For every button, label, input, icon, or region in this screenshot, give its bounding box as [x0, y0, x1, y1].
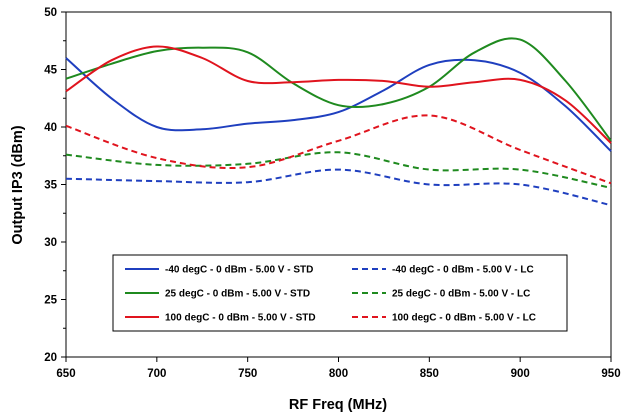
series-line-4: [65, 151, 612, 189]
y-tick-label: 40: [44, 122, 57, 134]
legend-label: 100 degC - 0 dBm - 5.00 V - LC: [392, 313, 536, 324]
legend-label: 100 degC - 0 dBm - 5.00 V - STD: [165, 313, 316, 324]
x-tick-label: 750: [238, 368, 257, 380]
series-layer: [65, 37, 612, 207]
x-tick-label: 850: [420, 368, 439, 380]
x-tick-label: 950: [601, 368, 620, 380]
legend: -40 degC - 0 dBm - 5.00 V - STD -40 degC …: [112, 254, 568, 332]
y-axis-title: Output IP3 (dBm): [10, 125, 26, 244]
x-tick-label: 900: [511, 368, 530, 380]
legend-box: [112, 254, 568, 332]
x-tick-label: 650: [56, 368, 75, 380]
y-tick-label: 20: [44, 352, 57, 364]
series-line-6: [65, 114, 612, 185]
y-tick-label: 30: [44, 237, 57, 249]
y-tick-label: 50: [44, 7, 57, 19]
x-axis-title: RF Freq (MHz): [289, 397, 387, 413]
x-tick-label: 700: [147, 368, 166, 380]
y-tick-label: 45: [44, 65, 57, 77]
series-line-2: [65, 168, 612, 207]
legend-label: 25 degC - 0 dBm - 5.00 V - STD: [165, 289, 310, 300]
series-line-3: [65, 37, 612, 142]
y-tick-label: 25: [44, 295, 57, 307]
x-tick-label: 800: [329, 368, 348, 380]
series-line-5: [65, 45, 612, 144]
axes: 20 25 30 35 40 45 50 650 700 750 800 850 900 950: [44, 7, 620, 380]
legend-label: 25 degC - 0 dBm - 5.00 V - LC: [392, 289, 530, 300]
series-line-1: [65, 57, 612, 152]
legend-label: -40 degC - 0 dBm - 5.00 V - STD: [165, 265, 313, 276]
legend-label: -40 degC - 0 dBm - 5.00 V - LC: [392, 265, 534, 276]
y-tick-label: 35: [44, 180, 57, 192]
